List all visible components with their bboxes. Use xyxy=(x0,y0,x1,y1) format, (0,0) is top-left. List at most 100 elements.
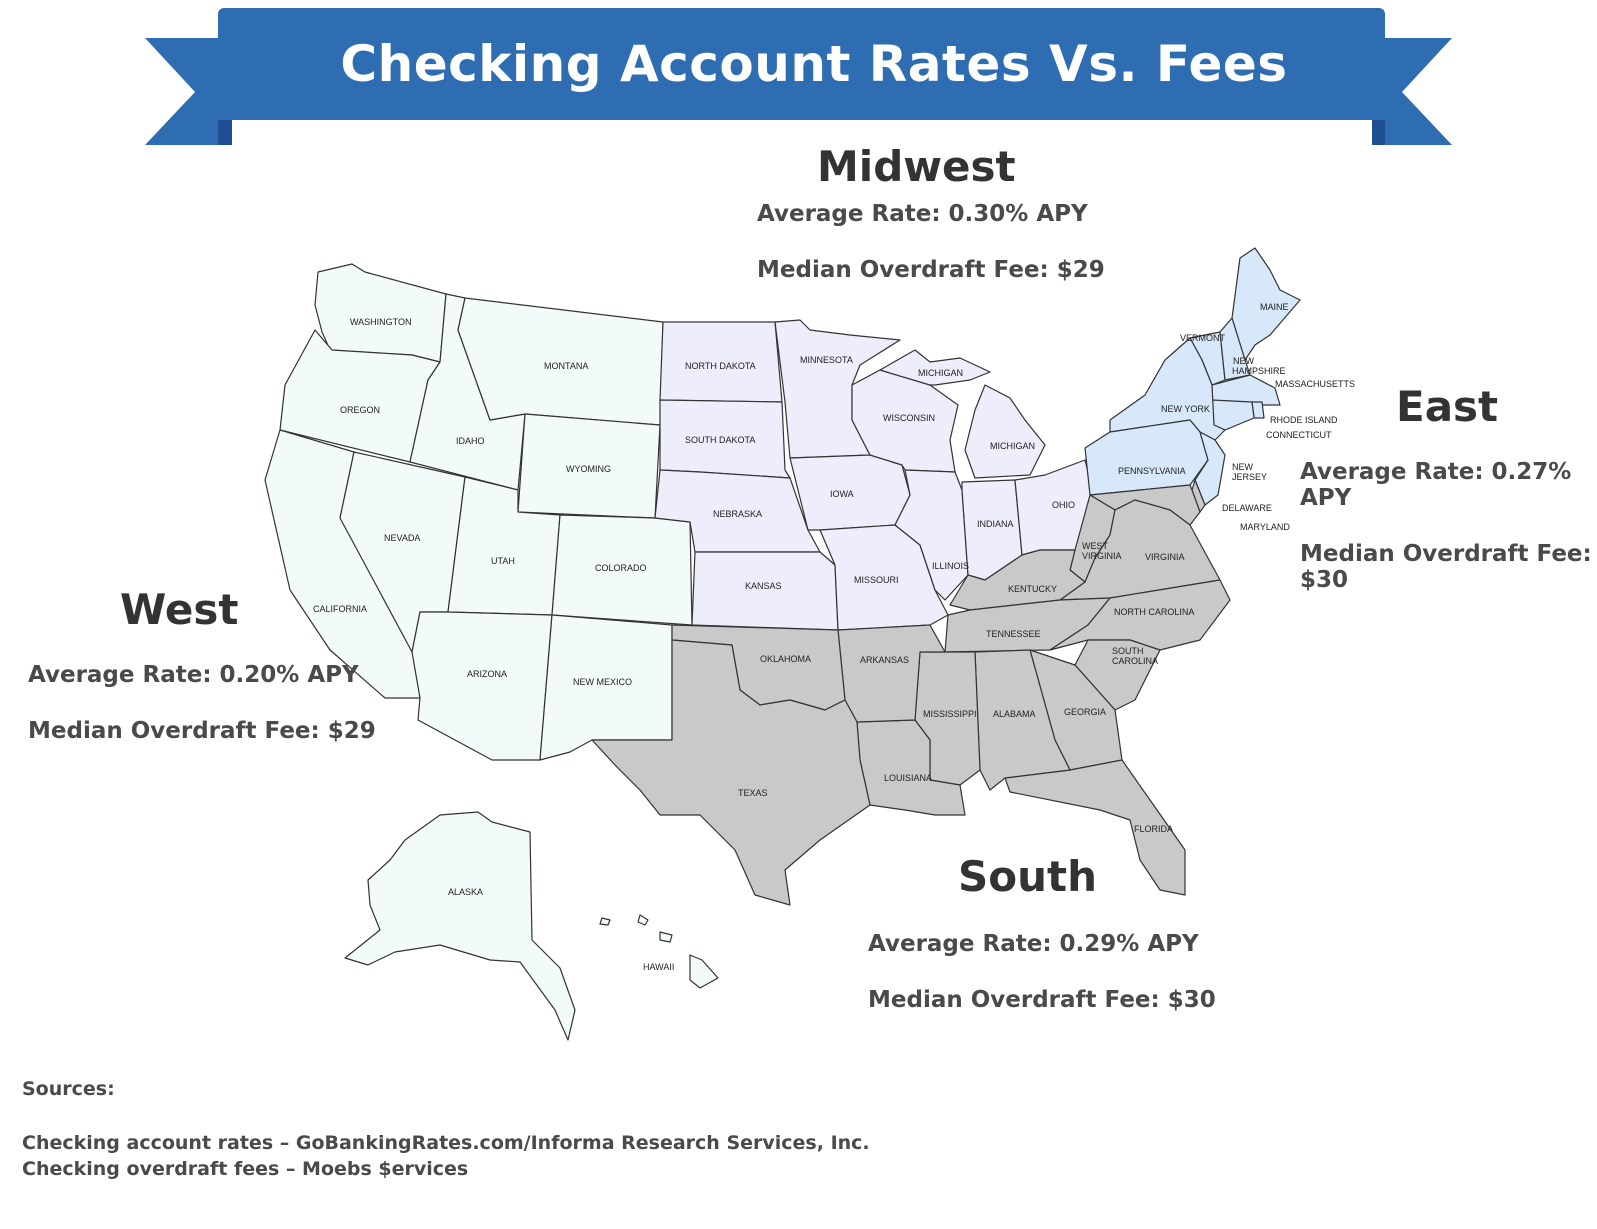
label-wyoming: WYOMING xyxy=(566,464,611,474)
page-title: Checking Account Rates Vs. Fees xyxy=(340,35,1288,93)
region-west-fee: Median Overdraft Fee: $29 xyxy=(28,718,376,744)
label-utah: UTAH xyxy=(491,556,515,566)
label-new-york: NEW YORK xyxy=(1161,404,1210,414)
label-arkansas: ARKANSAS xyxy=(860,655,909,665)
label-new-hampshire-1: NEW xyxy=(1233,356,1255,366)
label-texas: TEXAS xyxy=(738,788,768,798)
region-midwest-rate: Average Rate: 0.30% APY xyxy=(757,201,1088,227)
region-midwest-fee: Median Overdraft Fee: $29 xyxy=(757,257,1105,283)
label-colorado: COLORADO xyxy=(595,563,647,573)
region-south-rate: Average Rate: 0.29% APY xyxy=(868,931,1199,957)
label-maryland: MARYLAND xyxy=(1240,522,1290,532)
label-vermont: VERMONT xyxy=(1180,333,1226,343)
state-washington xyxy=(314,263,447,363)
state-new-jersey xyxy=(1194,431,1226,506)
region-west-rate: Average Rate: 0.20% APY xyxy=(28,662,359,688)
label-mississippi: MISSISSIPPI xyxy=(923,709,977,719)
label-indiana: INDIANA xyxy=(977,519,1014,529)
banner-right-tail xyxy=(1372,38,1452,145)
label-new-hampshire-2: HAMPSHIRE xyxy=(1232,366,1286,376)
region-midwest-name: Midwest xyxy=(817,142,1016,191)
label-michigan-up: MICHIGAN xyxy=(918,368,963,378)
label-hawaii: HAWAII xyxy=(643,962,674,972)
label-ohio: OHIO xyxy=(1052,500,1075,510)
label-alaska: ALASKA xyxy=(448,887,483,897)
state-hawaii-4 xyxy=(599,917,611,926)
label-montana: MONTANA xyxy=(544,361,588,371)
label-south-dakota: SOUTH DAKOTA xyxy=(685,435,755,445)
midwest-region-states xyxy=(654,319,1101,631)
label-delaware: DELAWARE xyxy=(1222,503,1272,513)
label-missouri: MISSOURI xyxy=(854,575,899,585)
state-new-mexico xyxy=(539,614,673,761)
label-west-virginia-2: VIRGINIA xyxy=(1082,551,1122,561)
region-midwest: Midwest Average Rate: 0.30% APY Median O… xyxy=(757,142,1105,283)
south-region-states xyxy=(591,479,1231,906)
label-new-mexico: NEW MEXICO xyxy=(573,677,632,687)
state-hawaii-2 xyxy=(659,931,673,943)
label-oklahoma: OKLAHOMA xyxy=(760,654,811,664)
state-hawaii xyxy=(689,954,719,989)
label-washington: WASHINGTON xyxy=(350,317,412,327)
label-alabama: ALABAMA xyxy=(993,709,1036,719)
label-new-jersey-2: JERSEY xyxy=(1232,472,1267,482)
state-connecticut xyxy=(1211,399,1255,431)
label-wisconsin: WISCONSIN xyxy=(883,413,935,423)
state-alaska xyxy=(344,811,576,1041)
label-minnesota: MINNESOTA xyxy=(800,355,853,365)
state-texas xyxy=(591,639,871,906)
sources-line-fees: Checking overdraft fees – Moebs $ervices xyxy=(22,1158,469,1180)
label-iowa: IOWA xyxy=(830,489,854,499)
label-florida: FLORIDA xyxy=(1134,824,1173,834)
state-alabama xyxy=(974,649,1071,791)
label-tennessee: TENNESSEE xyxy=(986,629,1041,639)
label-georgia: GEORGIA xyxy=(1064,707,1106,717)
label-michigan: MICHIGAN xyxy=(990,441,1035,451)
state-minnesota xyxy=(774,319,901,459)
sources-heading: Sources: xyxy=(22,1078,115,1100)
label-north-dakota: NORTH DAKOTA xyxy=(685,361,756,371)
label-rhode-island: RHODE ISLAND xyxy=(1270,415,1338,425)
label-virginia: VIRGINIA xyxy=(1145,552,1185,562)
label-illinois: ILLINOIS xyxy=(932,561,969,571)
region-east-name: East xyxy=(1396,382,1499,431)
label-kansas: KANSAS xyxy=(745,581,782,591)
state-pennsylvania xyxy=(1084,419,1209,496)
region-east-rate: Average Rate: 0.27% APY xyxy=(1300,459,1572,511)
label-arizona: ARIZONA xyxy=(467,669,507,679)
label-west-virginia-1: WEST xyxy=(1082,541,1109,551)
state-colorado xyxy=(551,514,693,626)
label-connecticut: CONNECTICUT xyxy=(1266,430,1332,440)
state-labels: WASHINGTON OREGON CALIFORNIA IDAHO NEVAD… xyxy=(313,302,1355,972)
label-south-carolina-2: CAROLINA xyxy=(1112,656,1158,666)
label-louisiana: LOUISIANA xyxy=(884,773,932,783)
label-pennsylvania: PENNSYLVANIA xyxy=(1118,466,1186,476)
region-south-name: South xyxy=(958,852,1097,901)
state-kansas xyxy=(691,551,839,631)
label-new-jersey-1: NEW xyxy=(1232,462,1254,472)
label-massachusetts: MASSACHUSETTS xyxy=(1275,379,1355,389)
label-south-carolina-1: SOUTH xyxy=(1112,646,1144,656)
state-illinois xyxy=(894,469,969,601)
state-new-hampshire xyxy=(1219,317,1251,381)
sources: Sources: Checking account rates – GoBank… xyxy=(22,1078,870,1180)
banner-ribbon xyxy=(218,8,1385,120)
sources-line-rates: Checking account rates – GoBankingRates.… xyxy=(22,1132,870,1154)
label-nebraska: NEBRASKA xyxy=(713,509,762,519)
east-region-states xyxy=(1084,247,1301,506)
region-east-fee: Median Overdraft Fee: $30 xyxy=(1300,541,1592,593)
label-california: CALIFORNIA xyxy=(313,604,367,614)
region-west-name: West xyxy=(120,585,239,634)
label-nevada: NEVADA xyxy=(384,533,420,543)
region-south: South Average Rate: 0.29% APY Median Ove… xyxy=(868,852,1216,1013)
state-michigan-up xyxy=(879,349,991,386)
state-michigan xyxy=(964,384,1046,479)
state-arizona xyxy=(411,611,553,761)
state-florida xyxy=(1004,759,1186,896)
region-west: West Average Rate: 0.20% APY Median Over… xyxy=(28,585,376,744)
label-maine: MAINE xyxy=(1260,302,1289,312)
banner-right-fold xyxy=(1372,120,1385,145)
title-banner xyxy=(145,8,1452,145)
label-idaho: IDAHO xyxy=(456,436,485,446)
